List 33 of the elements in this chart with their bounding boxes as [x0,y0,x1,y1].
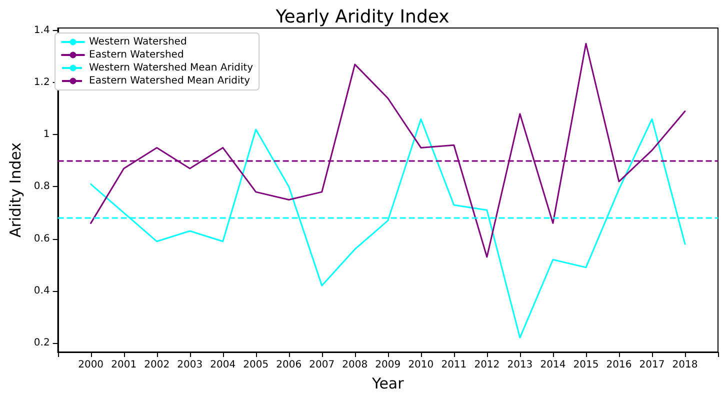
x-tick-label: 2008 [342,360,368,370]
x-tick-label: 2009 [375,360,401,370]
y-tick-label: 0.6 [34,233,50,244]
x-axis-title: Year [371,374,405,392]
x-tick-label: 2007 [309,360,335,370]
x-tick-label: 2018 [672,360,698,370]
x-tick-label: 2006 [276,360,302,370]
y-tick-label: 1.2 [34,77,50,88]
x-tick-label: 2004 [210,360,236,370]
y-tick-label: 0.8 [34,181,50,192]
x-tick-label: 2000 [78,360,104,370]
chart-title: Yearly Aridity Index [274,6,450,28]
legend-label: Western Watershed [89,36,187,48]
y-axis-title: Aridity Index [6,142,24,238]
x-tick-label: 2011 [441,360,467,370]
x-tick-label: 2016 [606,360,632,370]
x-tick-label: 2014 [540,360,566,370]
x-tick-label: 2003 [177,360,203,370]
legend-label: Western Watershed Mean Aridity [89,62,254,74]
legend-label: Eastern Watershed Mean Aridity [89,76,250,86]
y-tick-label: 1 [43,129,50,140]
x-tick-label: 2015 [573,360,599,370]
x-tick-label: 2001 [111,360,137,370]
x-tick-label: 2005 [243,360,269,370]
y-tick-label: 0.2 [34,337,50,348]
y-tick-label: 0.4 [34,285,50,296]
legend-label: Eastern Watershed [89,50,184,60]
x-tick-label: 2010 [408,360,434,370]
x-tick-label: 2013 [507,360,533,370]
x-tick-label: 2012 [474,360,500,370]
y-tick-label: 1.4 [34,25,50,36]
x-tick-label: 2002 [144,360,170,370]
x-tick-label: 2017 [639,360,665,370]
